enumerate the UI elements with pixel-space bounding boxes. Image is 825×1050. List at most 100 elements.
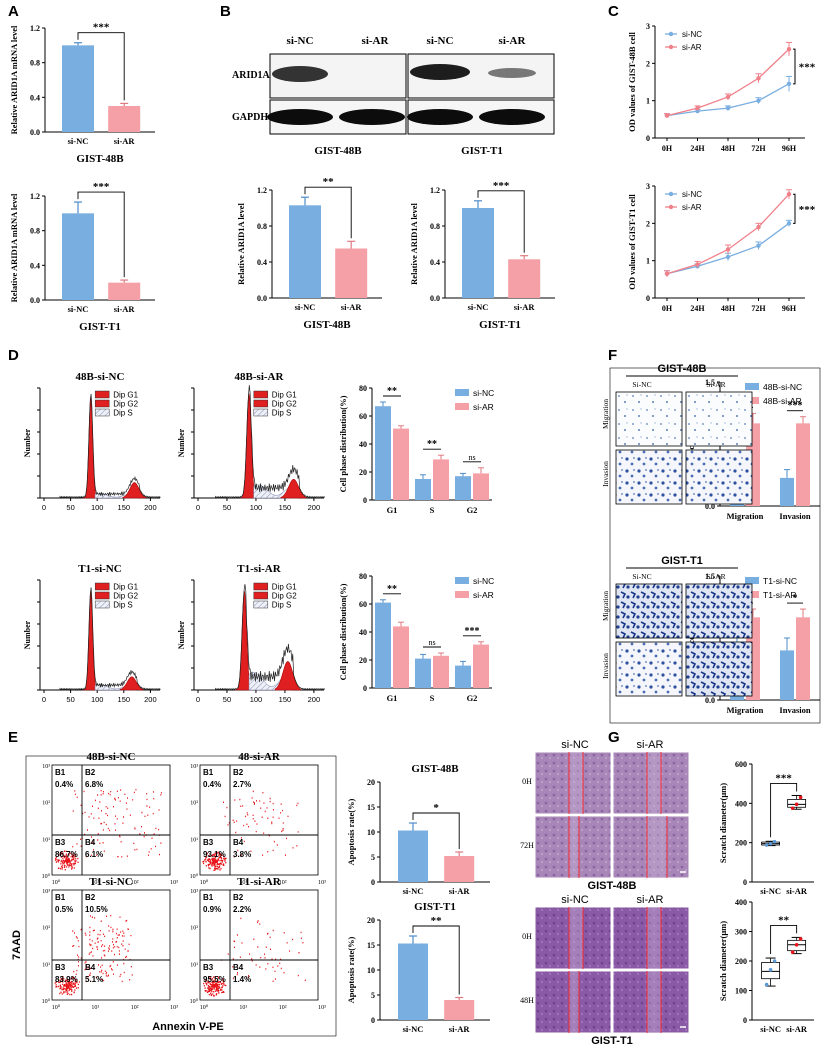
blot-band-gapdh: [479, 109, 545, 125]
y-tick-label: 3: [646, 182, 650, 191]
histogram-outline: [59, 393, 161, 499]
legend-label: T1-si-AR: [763, 590, 797, 600]
data-point: [664, 271, 670, 276]
y-tick-label: 10¹: [190, 962, 198, 968]
data-point: [664, 113, 670, 118]
bar-si-NC: [398, 943, 428, 1020]
chart-E2: 0 5 10 15 20 Apoptosis rate(%) si-NC si-AR ** GIS…: [346, 901, 490, 1034]
y-tick-label: 0.4: [257, 258, 267, 267]
legend-swatch: [94, 600, 110, 609]
box-point: [768, 841, 773, 846]
x-tick-label: 0H: [662, 144, 673, 153]
x-tick-label: si-NC: [295, 302, 316, 312]
y-tick-label: 0: [743, 878, 747, 887]
bar-si-NC-G2: [455, 476, 471, 500]
chart-G2: 0 100 200 300 400 Scratch diameter(μm) si-NC si…: [718, 898, 814, 1034]
wound-gap: [569, 752, 583, 814]
legend-swatch: [455, 389, 469, 396]
panel-letter-E: E: [8, 729, 18, 746]
histogram-outline: [59, 587, 161, 691]
data-point: [786, 46, 792, 52]
x-tick-label: si-NC: [403, 886, 424, 896]
quadrant-id: B3: [203, 838, 214, 847]
legend-label: si-NC: [473, 576, 494, 586]
x-tick-label: 150: [279, 503, 292, 512]
data-point: [786, 81, 792, 87]
wound-col-label: si-AR: [637, 739, 664, 751]
y-tick-label: 200: [735, 839, 747, 848]
chart-title: GIST-T1: [79, 321, 121, 333]
flow-y-axis-label: 7AAD: [11, 930, 23, 960]
legend-swatch: [253, 591, 269, 600]
x-tick-label: si-NC: [68, 304, 89, 314]
bar-si-NC: [398, 830, 428, 882]
x-tick-label: 50: [223, 503, 231, 512]
bar-T1-si-AR-Invasion: [796, 617, 810, 700]
quadrant-id: B1: [55, 893, 66, 902]
flow-plot-0: 48B-si-NC B1 0.4% B2 6.8% B3 86.7% B4 6.1% 10⁰10⁰…: [42, 751, 179, 886]
y-axis-label: Number: [23, 428, 32, 457]
transwell-images: GIST-48B Si-NC Si-AR Migration Invasion: [601, 363, 753, 505]
y-tick-label: 1.5: [705, 378, 715, 387]
x-tick-label: 10³: [318, 880, 326, 886]
x-tick-label: si-AR: [449, 886, 471, 896]
data-point: [725, 105, 731, 111]
blot-band-arid1a: [272, 66, 328, 82]
x-tick-label: 100: [91, 695, 104, 704]
y-tick-label: 10³: [42, 889, 50, 895]
box-point: [768, 968, 773, 972]
x-tick-label: 96H: [782, 304, 797, 313]
panel-letter-D: D: [8, 347, 19, 364]
legend-label: Dip G2: [272, 400, 297, 409]
transwell-row-label: Migration: [601, 399, 610, 429]
bar-si-AR-G1: [393, 626, 409, 688]
data-point: [695, 262, 700, 267]
quadrant-id: B3: [55, 963, 66, 972]
bar-si-NC: [62, 213, 94, 300]
quadrant-percent: 0.9%: [203, 905, 221, 914]
y-tick-label: 1.2: [30, 192, 40, 201]
y-tick-label: 1.5: [705, 572, 715, 581]
quadrant-percent: 6.8%: [85, 780, 103, 789]
transwell-col-label: Si-NC: [632, 572, 651, 581]
y-tick-label: 20: [367, 778, 375, 787]
quadrant-percent: 5.1%: [85, 975, 103, 984]
transwell-cell-title: GIST-T1: [661, 555, 703, 567]
y-tick-label: 1: [646, 257, 650, 266]
y-tick-label: 10: [367, 828, 375, 837]
y-tick-label: 10¹: [42, 962, 50, 968]
quadrant-id: B2: [233, 893, 244, 902]
y-tick-label: 20: [359, 468, 367, 477]
y-tick-label: 0.0: [705, 696, 715, 705]
x-tick-label: 200: [144, 695, 157, 704]
quadrant-percent: 0.4%: [203, 780, 221, 789]
sig-label: **: [387, 584, 397, 595]
bar-si-NC: [62, 45, 94, 133]
data-point: [756, 98, 761, 103]
y-tick-label: 300: [735, 928, 747, 937]
x-tick-label: si-NC: [760, 1024, 781, 1034]
sig-label: ***: [493, 180, 510, 192]
x-tick-label: 10²: [131, 880, 139, 886]
transwell-row-label: Invasion: [601, 461, 610, 487]
data-point: [786, 221, 792, 226]
legend-label: si-AR: [473, 590, 494, 600]
quadrant-id: B2: [85, 768, 96, 777]
legend-marker: [668, 44, 674, 50]
wound-gap: [647, 752, 661, 814]
quadrant-id: B1: [203, 893, 214, 902]
x-tick-label: 0H: [662, 304, 673, 313]
bar-si-NC-G2: [455, 665, 471, 688]
legend-label: Dip S: [272, 601, 292, 610]
data-point: [756, 76, 761, 81]
legend-swatch: [94, 582, 110, 591]
x-tick-label: G2: [467, 505, 478, 515]
chart-title: GIST-48B: [76, 153, 124, 165]
legend-swatch: [253, 582, 269, 591]
x-tick-label: si-AR: [514, 302, 536, 312]
y-tick-label: 10⁰: [190, 998, 199, 1005]
y-tick-label: 1.2: [430, 186, 440, 195]
histogram-outline: [215, 385, 326, 499]
y-tick-label: 40: [359, 628, 367, 637]
